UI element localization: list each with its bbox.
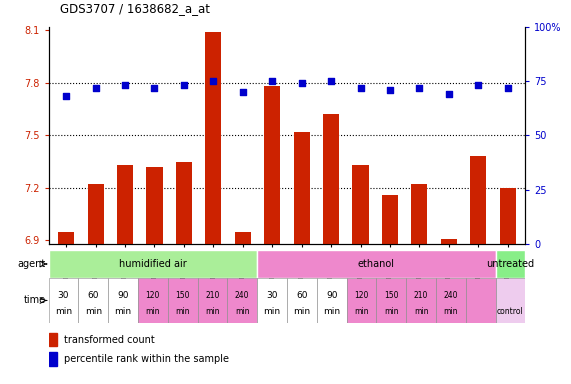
Bar [117, 165, 133, 244]
Point [150, 84, 159, 91]
Bar [496, 250, 525, 278]
Text: 90: 90 [117, 291, 129, 300]
Text: 60: 60 [296, 291, 308, 300]
Text: min: min [293, 307, 311, 316]
Point [444, 91, 453, 97]
Bar [146, 167, 163, 244]
Text: 210: 210 [414, 291, 428, 300]
Text: humidified air: humidified air [119, 259, 187, 269]
Bar [49, 250, 257, 278]
Text: 210: 210 [205, 291, 220, 300]
Bar [287, 278, 317, 323]
Bar [168, 278, 198, 323]
Bar [317, 278, 347, 323]
Text: 30: 30 [58, 291, 69, 300]
Point [297, 80, 306, 86]
Text: min: min [175, 307, 190, 316]
Bar [441, 238, 457, 244]
Text: min: min [444, 307, 458, 316]
Text: min: min [114, 307, 131, 316]
Point [385, 87, 395, 93]
Text: 120: 120 [146, 291, 160, 300]
Text: 240: 240 [444, 291, 458, 300]
Bar [376, 278, 406, 323]
Point [91, 84, 100, 91]
Text: 90: 90 [326, 291, 337, 300]
Bar [406, 278, 436, 323]
Bar [257, 278, 287, 323]
Point [268, 78, 277, 84]
Bar [293, 132, 309, 244]
Point [474, 83, 483, 89]
Text: min: min [55, 307, 72, 316]
Bar [323, 114, 339, 244]
Bar [176, 162, 192, 244]
Bar [436, 278, 466, 323]
Text: 150: 150 [384, 291, 399, 300]
Text: 120: 120 [354, 291, 369, 300]
Text: min: min [263, 307, 280, 316]
Text: min: min [414, 307, 428, 316]
Bar [205, 32, 222, 244]
Bar [411, 184, 428, 244]
Text: min: min [85, 307, 102, 316]
Bar [352, 165, 369, 244]
Point [209, 78, 218, 84]
Bar [470, 156, 486, 244]
Bar [264, 86, 280, 244]
Text: min: min [146, 307, 160, 316]
Bar [78, 278, 108, 323]
Text: min: min [384, 307, 399, 316]
Text: untreated: untreated [486, 259, 534, 269]
Point [503, 84, 512, 91]
Text: 240: 240 [235, 291, 250, 300]
Point [415, 84, 424, 91]
Point [356, 84, 365, 91]
Bar [198, 278, 227, 323]
Point [62, 93, 71, 99]
Text: 150: 150 [175, 291, 190, 300]
Text: control: control [497, 307, 524, 316]
Bar [138, 278, 168, 323]
Text: ethanol: ethanol [358, 259, 395, 269]
Text: percentile rank within the sample: percentile rank within the sample [63, 354, 228, 364]
Text: min: min [205, 307, 220, 316]
Bar [227, 278, 257, 323]
Bar [49, 278, 78, 323]
Point [327, 78, 336, 84]
Text: GDS3707 / 1638682_a_at: GDS3707 / 1638682_a_at [60, 2, 210, 15]
Bar [49, 333, 57, 346]
Text: min: min [235, 307, 250, 316]
Text: 30: 30 [266, 291, 278, 300]
Bar [500, 188, 516, 244]
Bar [347, 278, 376, 323]
Bar [257, 250, 496, 278]
Bar [496, 278, 525, 323]
Text: min: min [354, 307, 369, 316]
Bar [382, 195, 398, 244]
Point [179, 83, 188, 89]
Point [238, 89, 247, 95]
Bar [108, 278, 138, 323]
Point [120, 83, 130, 89]
Bar [58, 232, 74, 244]
Bar [235, 232, 251, 244]
Text: transformed count: transformed count [63, 334, 154, 345]
Text: agent: agent [18, 259, 46, 269]
Bar [49, 352, 57, 366]
Bar [466, 278, 496, 323]
Bar [87, 184, 104, 244]
Text: min: min [323, 307, 340, 316]
Text: time: time [23, 295, 46, 306]
Text: 60: 60 [87, 291, 99, 300]
